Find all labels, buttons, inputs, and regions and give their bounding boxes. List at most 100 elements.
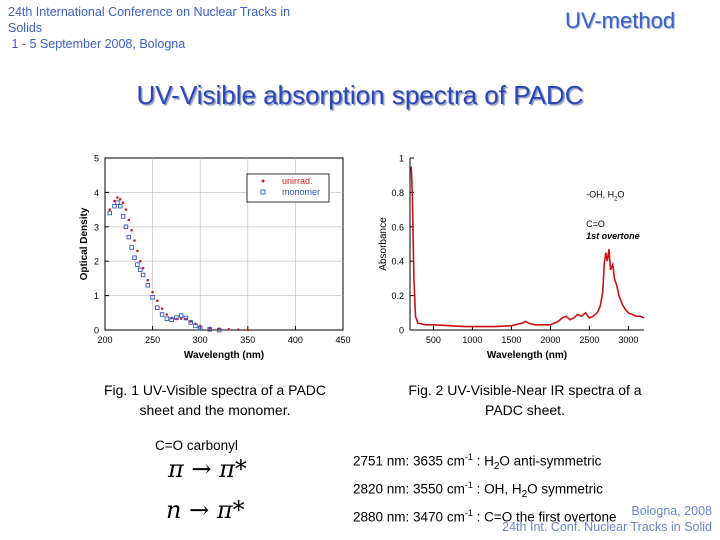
assignment-row: 2820 nm: 3550 cm-1 : OH, H2O symmetric (353, 480, 603, 501)
data-point (193, 323, 198, 329)
x-tick-label: 500 (426, 335, 441, 345)
y-tick-label: 0 (399, 326, 404, 336)
y-tick-label: 0.6 (391, 222, 404, 232)
y-tick-label: 1 (399, 154, 404, 164)
data-point (160, 307, 164, 310)
y-axis-label: Absorbance (378, 217, 389, 271)
x-axis-label: Wavelength (nm) (184, 350, 264, 361)
data-point (135, 262, 140, 267)
y-tick-label: 2 (94, 257, 99, 267)
conference-line-2: Solids (8, 21, 43, 35)
data-point (118, 197, 122, 201)
data-point (197, 325, 203, 331)
y-tick-label: 0.2 (391, 291, 404, 301)
x-tick-label: 450 (335, 335, 350, 345)
legend-label: monomer (282, 187, 320, 197)
data-point (156, 299, 159, 303)
pi-pi-star-transition: π → π* (168, 455, 247, 483)
y-tick-label: 0 (94, 326, 99, 336)
conference-info: 24th International Conference on Nuclear… (8, 4, 338, 52)
data-point (117, 203, 123, 209)
data-point (178, 313, 184, 318)
data-point (207, 327, 212, 332)
x-tick-label: 300 (193, 335, 208, 345)
legend-marker (260, 189, 266, 195)
data-point (133, 239, 136, 242)
assignment-row: 2880 nm: 3470 cm-1 : C=O the first overt… (353, 508, 617, 525)
y-tick-label: 3 (94, 222, 99, 232)
data-point (130, 228, 133, 232)
y-tick-label: 0.4 (391, 257, 404, 267)
data-point (164, 316, 170, 321)
legend-box (246, 173, 330, 203)
spectrum-line (410, 166, 645, 328)
uv-visible-chart: 0 1 2 3 4 5 200 250 300 350 400 450 Wavelength (nm) O… (79, 154, 351, 362)
data-point (151, 290, 154, 294)
x-tick-label: 200 (97, 335, 112, 345)
annotation-overtone: 1st overtone (586, 231, 640, 241)
data-point (120, 214, 126, 219)
legend-marker (261, 179, 265, 183)
data-point (179, 317, 183, 320)
method-label: UV-method (565, 8, 676, 33)
data-point (108, 208, 112, 211)
footer-line-1: Bologna, 2008 (631, 504, 712, 518)
data-point (150, 295, 155, 300)
data-point (227, 328, 231, 331)
legend: unirrad.monomer (246, 173, 330, 203)
data-point (112, 203, 117, 209)
figure-2-caption: Fig. 2 UV-Visible-Near IR spectra of a P… (408, 382, 642, 418)
x-axis-label: Wavelength (nm) (487, 350, 567, 361)
assignment-row: 2751 nm: 3635 cm-1 : H2O anti-symmetric (353, 452, 602, 473)
footer: Bologna, 2008 24th Int. Conf. Nuclear Tr… (502, 503, 712, 535)
x-tick-label: 1000 (462, 335, 482, 345)
data-point (138, 259, 142, 263)
n-pi-star-transition: n → π* (166, 496, 245, 524)
legend-label: unirrad. (282, 176, 313, 186)
data-point (123, 224, 129, 230)
data-point (136, 249, 139, 253)
y-tick-label: 4 (94, 188, 99, 198)
y-axis-label: Optical Density (79, 207, 90, 280)
data-point (132, 255, 137, 261)
data-point (236, 328, 240, 331)
footer-line-2: 24th Int. Conf. Nuclear Tracks in Solid (502, 520, 712, 534)
x-tick-label: 2000 (540, 335, 560, 345)
data-point (107, 210, 113, 216)
conference-line-3: 1 - 5 September 2008, Bologna (8, 37, 186, 51)
data-point (137, 267, 143, 273)
data-point (246, 328, 250, 332)
data-point (183, 315, 189, 321)
annotation-oh: -OH, H2O (586, 190, 624, 203)
x-tick-label: 2500 (579, 335, 599, 345)
band-assignments: 2751 nm: 3635 cm-1 : H2O anti-symmetric … (353, 448, 617, 527)
y-tick-label: 1 (94, 291, 99, 301)
data-point (174, 315, 179, 320)
y-tick-label: 5 (94, 154, 99, 164)
data-point (121, 201, 125, 205)
figure-1-caption: Fig. 1 UV-Visible spectra of a PADC shee… (103, 382, 327, 418)
data-point (129, 245, 134, 250)
x-tick-label: 250 (145, 335, 160, 345)
data-point (116, 196, 119, 199)
data-point (188, 320, 193, 325)
data-point (115, 200, 120, 205)
x-tick-label: 400 (288, 335, 303, 345)
data-point (165, 313, 169, 316)
data-point (127, 218, 131, 222)
annotation-co: C=O (586, 219, 605, 229)
data-point (216, 327, 222, 333)
data-point (169, 317, 174, 322)
carbonyl-label: C=O carbonyl (155, 438, 238, 453)
x-tick-label: 350 (240, 335, 255, 345)
data-point (159, 312, 165, 317)
data-point (155, 305, 160, 310)
slide-title: UV-Visible absorption spectra of PADC (136, 80, 584, 110)
x-tick-label: 3000 (618, 335, 638, 345)
y-tick-label: 0.8 (391, 188, 404, 198)
data-point (124, 208, 128, 211)
data-point (145, 283, 151, 288)
data-point (126, 234, 132, 240)
conference-line-1: 24th International Conference on Nuclear… (8, 5, 291, 19)
